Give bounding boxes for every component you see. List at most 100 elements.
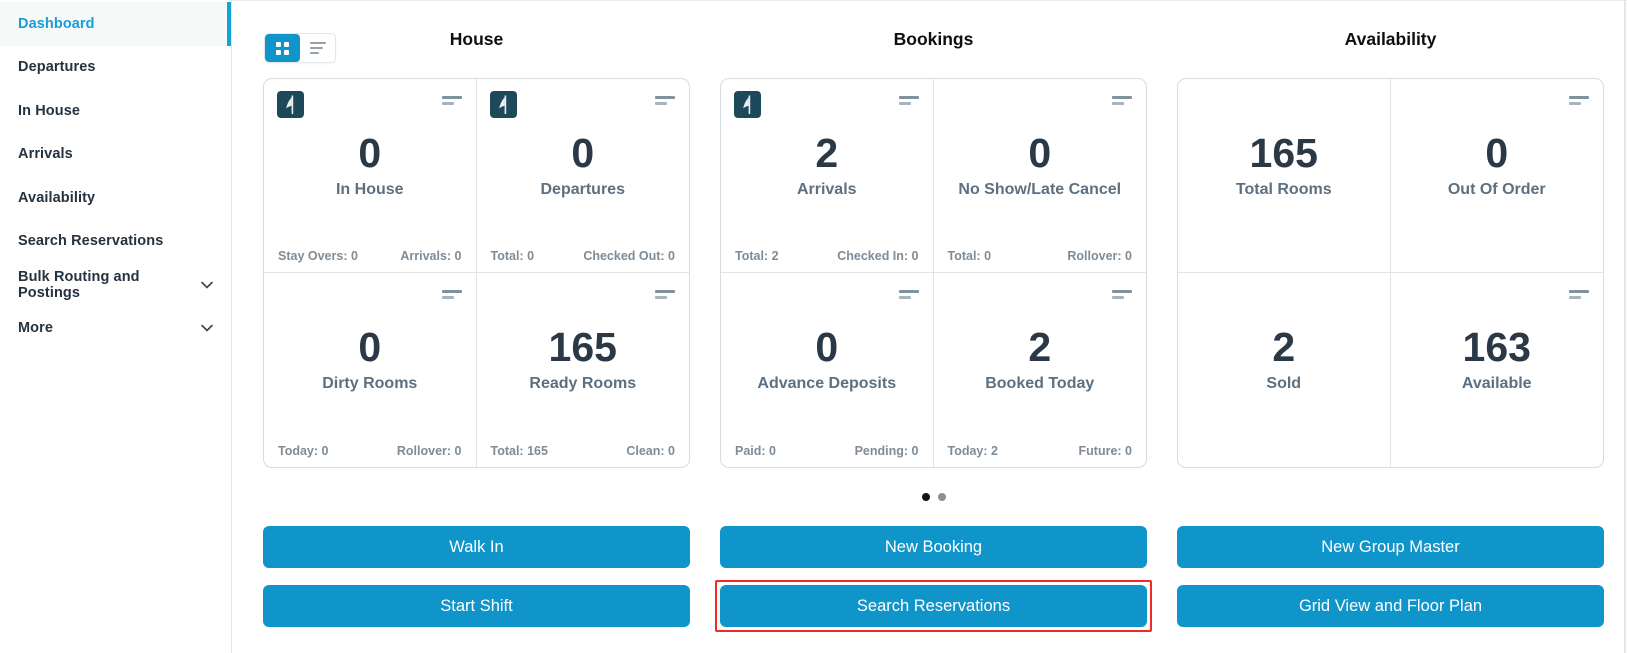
card-stat-right: Arrivals: 0 [400,249,462,263]
availability-column: Availability 165 Total Rooms 0 Out Of Or… [1177,1,1604,468]
card-value: 0 [358,324,382,370]
card-menu-icon[interactable] [898,290,919,299]
stat-card-sold[interactable]: 2 Sold [1178,273,1391,467]
card-menu-icon[interactable] [898,96,919,105]
card-value: 2 [1028,324,1052,370]
scrollbar-track[interactable] [1624,0,1626,653]
grid-view-toggle[interactable] [265,34,300,62]
new-group-master-button[interactable]: New Group Master [1177,526,1604,568]
card-label: Arrivals [796,181,857,198]
card-footer: Today: 2 Future: 0 [948,444,1133,458]
stat-card-dirty-rooms[interactable]: 0 Dirty Rooms Today: 0 Rollover: 0 [264,273,477,467]
card-content: 0 Dirty Rooms [264,325,476,393]
list-view-icon [309,42,326,54]
section-title-bookings: Bookings [893,29,974,49]
stat-card-ready-rooms[interactable]: 165 Ready Rooms Total: 165 Clean: 0 [477,273,690,467]
card-menu-icon[interactable] [1569,290,1589,299]
bookings-buttons: New Booking Search Reservations [715,526,1152,632]
carousel-dot-2[interactable] [937,493,946,501]
sidebar-item-label: In House [18,102,81,119]
start-shift-button[interactable]: Start Shift [263,585,690,627]
card-content: 165 Total Rooms [1178,131,1390,199]
card-menu-icon[interactable] [1112,96,1132,105]
sidebar-item-search-reservations[interactable]: Search Reservations [0,220,231,264]
carousel-dot-1[interactable] [921,493,930,501]
sidebar-item-dashboard[interactable]: Dashboard [0,2,231,46]
stat-card-available[interactable]: 163 Available [1391,273,1604,467]
card-menu-icon[interactable] [1112,290,1132,299]
card-menu-icon[interactable] [1569,96,1589,105]
card-value: 165 [548,324,617,370]
stat-card-advance-deposits[interactable]: 0 Advance Deposits Paid: 0 Pending: 0 [721,273,934,467]
stat-card-booked-today[interactable]: 2 Booked Today Today: 2 Future: 0 [934,273,1147,467]
card-stat-right: Rollover: 0 [1067,249,1132,263]
sidebar-item-bulk-routing-and-postings[interactable]: Bulk Routing and Postings [0,263,231,307]
card-stat-right: Checked Out: 0 [583,249,675,263]
card-footer: Total: 2 Checked In: 0 [735,249,919,263]
chevron-down-icon [199,320,215,336]
house-column: House 0 In House Stay Overs: 0 [263,1,690,468]
brand-logo-icon [489,91,517,118]
card-stat-left: Stay Overs: 0 [278,249,358,263]
sidebar-item-more[interactable]: More [0,307,231,351]
sidebar: Dashboard Departures In House Arrivals A… [0,0,232,653]
card-content: 0 No Show/Late Cancel [934,131,1147,199]
bookings-header: Bookings [720,1,1147,78]
stat-card-in-house[interactable]: 0 In House Stay Overs: 0 Arrivals: 0 [264,79,477,273]
card-stat-left: Today: 0 [278,444,329,458]
sidebar-item-label: Availability [18,189,96,206]
card-menu-icon[interactable] [655,290,675,299]
bookings-card-group: 2 Arrivals Total: 2 Checked In: 0 0 No S… [720,78,1147,468]
sidebar-item-in-house[interactable]: In House [0,89,231,133]
sidebar-item-availability[interactable]: Availability [0,176,231,220]
card-stat-right: Rollover: 0 [396,444,462,458]
card-content: 2 Arrivals [721,131,933,199]
card-footer: Stay Overs: 0 Arrivals: 0 [278,249,462,263]
card-value: 2 [1272,324,1296,370]
stat-card-total-rooms[interactable]: 165 Total Rooms [1178,79,1391,273]
card-label: Sold [1266,375,1302,392]
sidebar-item-arrivals[interactable]: Arrivals [0,133,231,177]
sidebar-item-label: Dashboard [18,15,95,32]
card-content: 163 Available [1391,325,1604,393]
card-menu-icon[interactable] [441,96,462,105]
active-indicator [227,2,231,46]
card-label: Available [1461,375,1532,392]
stat-card-no-show-late-cancel[interactable]: 0 No Show/Late Cancel Total: 0 Rollover:… [933,79,1147,273]
card-value: 0 [571,130,595,176]
stat-card-arrivals[interactable]: 2 Arrivals Total: 2 Checked In: 0 [721,79,934,273]
card-content: 0 In House [264,131,476,199]
card-stat-left: Total: 2 [735,249,779,263]
grid-view-floor-plan-button[interactable]: Grid View and Floor Plan [1177,585,1604,627]
card-footer: Total: 165 Clean: 0 [491,444,676,458]
new-booking-button[interactable]: New Booking [720,526,1147,568]
bookings-column: Bookings 2 Arrivals Total: 2 [720,1,1147,468]
card-label: Total Rooms [1235,181,1332,198]
card-content: 0 Departures [477,131,690,199]
card-stat-left: Total: 0 [947,249,992,263]
section-title-availability: Availability [1344,29,1437,49]
card-stat-left: Today: 2 [947,444,998,458]
search-reservations-button[interactable]: Search Reservations [720,585,1147,627]
card-label: Advance Deposits [757,375,897,392]
card-menu-icon[interactable] [441,290,462,299]
annotation-highlight: Search Reservations [715,580,1152,632]
stat-card-out-of-order[interactable]: 0 Out Of Order [1390,79,1603,273]
house-header: House [263,1,690,78]
list-view-toggle[interactable] [300,34,335,62]
card-content: 165 Ready Rooms [477,325,690,393]
walk-in-button[interactable]: Walk In [263,526,690,568]
card-label: Out Of Order [1447,181,1546,198]
card-label: Ready Rooms [529,375,637,392]
sidebar-item-departures[interactable]: Departures [0,46,231,90]
section-title-house: House [449,29,504,49]
availability-header: Availability [1177,1,1604,78]
card-content: 2 Booked Today [934,325,1147,393]
card-footer: Today: 0 Rollover: 0 [278,444,462,458]
stat-card-departures[interactable]: 0 Departures Total: 0 Checked Out: 0 [476,79,690,273]
card-menu-icon[interactable] [655,96,675,105]
view-toggle [264,33,336,63]
dashboard-content: House 0 In House Stay Overs: 0 [232,0,1627,653]
card-stat-right: Clean: 0 [626,444,675,458]
carousel-pagination [263,468,1604,526]
